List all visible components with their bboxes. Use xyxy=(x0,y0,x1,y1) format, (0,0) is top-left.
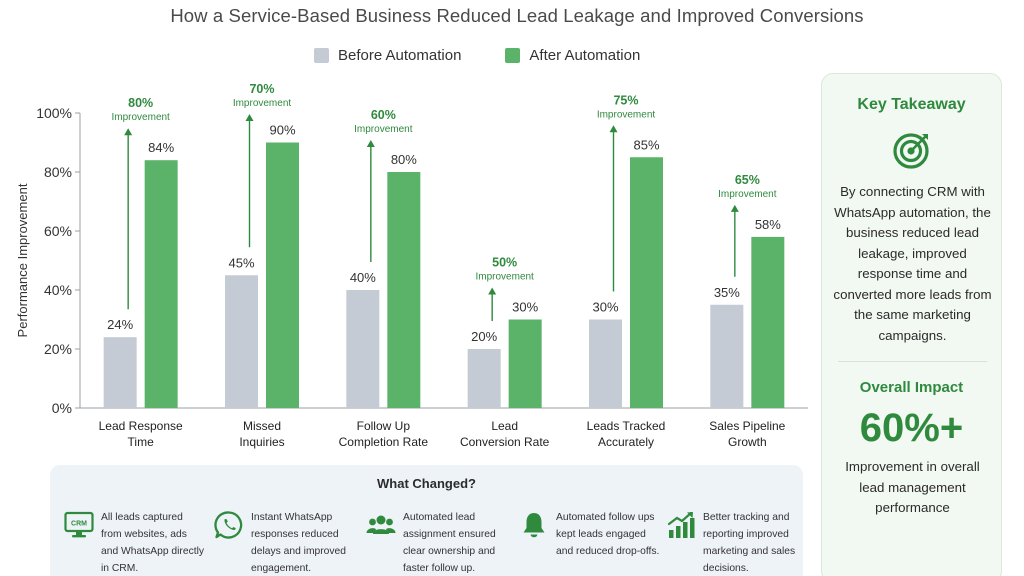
x-category-label: Conversion Rate xyxy=(460,435,550,449)
bar-before xyxy=(710,304,744,408)
x-category-label: Lead Response xyxy=(99,419,183,433)
what-changed-title: What Changed? xyxy=(377,476,476,491)
change-text-crm: All leads captured from websites, ads an… xyxy=(101,512,205,574)
bar-before xyxy=(346,290,380,408)
change-text-assignment: Automated lead assignment ensured clear … xyxy=(403,512,496,574)
legend-swatch-after xyxy=(505,48,521,63)
bar-before xyxy=(589,319,622,408)
improvement-label: Improvement xyxy=(111,112,170,123)
data-label-after: 84% xyxy=(148,140,174,155)
x-category-label: Lead xyxy=(491,419,518,433)
y-tick-label: 60% xyxy=(44,223,72,239)
legend-item-before: Before Automation xyxy=(314,47,461,64)
x-category-label: Missed xyxy=(243,419,281,433)
y-tick-label: 100% xyxy=(36,105,72,121)
x-category-label: Accurately xyxy=(598,435,654,449)
y-tick-label: 80% xyxy=(44,164,72,180)
key-takeaway-text: By connecting CRM with WhatsApp automati… xyxy=(833,184,992,343)
bar-chart: 0% 20% 40% 60% 80% 100% Performance Improvemen… xyxy=(15,82,808,449)
y-tick-label: 0% xyxy=(52,400,72,416)
legend-item-after: After Automation xyxy=(505,47,640,64)
x-category-label: Leads Tracked xyxy=(587,419,666,433)
y-axis-label: Performance Improvement xyxy=(15,183,30,337)
bar-after xyxy=(387,172,421,408)
improvement-value: 80% xyxy=(128,96,153,110)
improvement-arrow-head xyxy=(124,128,133,136)
bar-before xyxy=(225,275,258,408)
improvement-arrow-head xyxy=(245,114,254,121)
improvement-label: Improvement xyxy=(597,109,656,120)
improvement-label: Improvement xyxy=(718,189,777,200)
bar-before xyxy=(103,337,137,408)
x-category-label: Growth xyxy=(728,435,767,449)
data-label-after: 80% xyxy=(391,152,417,167)
improvement-arrow-head xyxy=(366,140,375,147)
improvement-arrow-head xyxy=(488,287,497,295)
bar-after xyxy=(508,319,542,408)
change-item-whatsapp: Instant WhatsApp responses reduced delay… xyxy=(214,510,356,576)
chart-title: How a Service-Based Business Reduced Lea… xyxy=(170,5,864,26)
improvement-value: 65% xyxy=(735,173,760,187)
target-icon xyxy=(893,133,929,169)
data-label-after: 85% xyxy=(633,137,659,152)
key-takeaway-panel: Key Takeaway By connecting CRM with What… xyxy=(821,73,1002,576)
data-label-after: 30% xyxy=(512,300,538,315)
y-tick-label: 20% xyxy=(44,341,72,357)
change-item-tracking: Better tracking and reporting improved m… xyxy=(666,510,808,576)
chart-legend: Before Automation After Automation xyxy=(314,47,684,64)
bar-before xyxy=(467,349,501,408)
bell-icon xyxy=(523,513,545,538)
whatsapp-icon xyxy=(214,511,243,539)
data-label-before: 30% xyxy=(592,300,618,315)
improvement-value: 50% xyxy=(492,256,517,270)
change-text-whatsapp: Instant WhatsApp responses reduced delay… xyxy=(251,512,347,574)
what-changed-panel: What Changed? CRM All leads captured fro… xyxy=(50,465,803,576)
legend-swatch-before xyxy=(314,48,329,63)
team-icon xyxy=(366,515,396,534)
data-label-before: 24% xyxy=(107,317,133,332)
change-item-assignment: Automated lead assignment ensured clear … xyxy=(366,510,508,576)
data-label-after: 90% xyxy=(269,123,295,138)
change-item-followups: Automated follow ups kept leads engaged … xyxy=(519,510,661,561)
x-category-label: Inquiries xyxy=(239,435,284,449)
legend-label-after: After Automation xyxy=(529,47,641,64)
bar-after xyxy=(144,160,178,408)
x-category-label: Completion Rate xyxy=(339,435,429,449)
improvement-label: Improvement xyxy=(354,124,413,135)
improvement-value: 70% xyxy=(249,82,274,96)
panel-divider xyxy=(838,361,987,362)
bar-after xyxy=(751,236,785,408)
improvement-value: 60% xyxy=(371,108,396,122)
data-label-before: 20% xyxy=(471,329,497,344)
data-label-after: 58% xyxy=(755,217,781,232)
data-label-before: 40% xyxy=(350,270,376,285)
x-category-label: Follow Up xyxy=(357,419,411,433)
x-category-label: Time xyxy=(128,435,155,449)
overall-impact-text: Improvement in overall lead management p… xyxy=(845,459,980,515)
change-text-followups: Automated follow ups kept leads engaged … xyxy=(556,512,660,557)
overall-impact-value: 60%+ xyxy=(859,406,964,450)
crm-badge-text: CRM xyxy=(71,521,87,528)
growth-chart-icon xyxy=(667,511,695,538)
change-item-crm: CRM All leads captured from websites, ad… xyxy=(64,510,206,576)
improvement-label: Improvement xyxy=(233,98,292,109)
x-category-label: Sales Pipeline xyxy=(709,419,785,433)
data-label-before: 45% xyxy=(228,255,254,270)
bar-after xyxy=(266,142,299,408)
key-takeaway-title: Key Takeaway xyxy=(857,96,966,113)
bar-after xyxy=(630,157,663,408)
overall-impact-title: Overall Impact xyxy=(859,379,964,396)
data-label-before: 35% xyxy=(714,285,740,300)
improvement-arrow-head xyxy=(730,204,739,212)
improvement-arrow-head xyxy=(609,125,618,133)
y-tick-label: 40% xyxy=(44,282,72,298)
improvement-value: 75% xyxy=(613,93,638,107)
change-text-tracking: Better tracking and reporting improved m… xyxy=(703,512,796,574)
legend-label-before: Before Automation xyxy=(338,47,462,64)
crm-monitor-icon: CRM xyxy=(64,511,94,538)
improvement-label: Improvement xyxy=(475,272,534,283)
